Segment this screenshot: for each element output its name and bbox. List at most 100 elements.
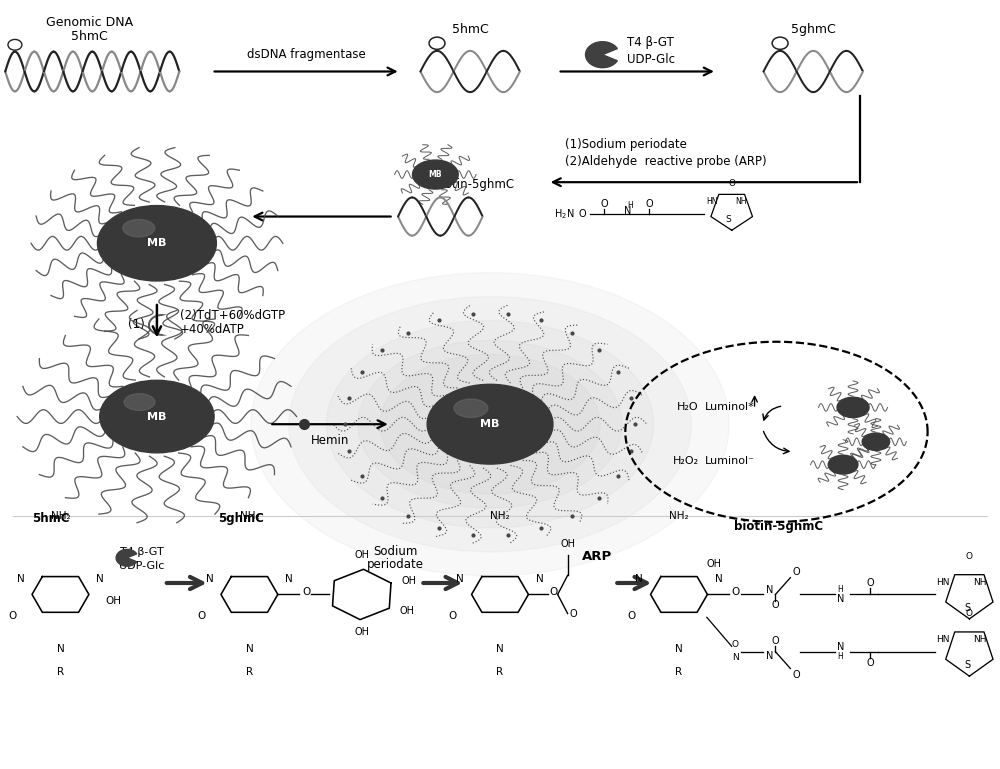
Ellipse shape (123, 219, 155, 237)
Text: NH: NH (973, 578, 987, 587)
Text: N: N (624, 206, 631, 216)
Ellipse shape (427, 384, 553, 464)
Text: NH₂: NH₂ (490, 511, 510, 521)
Text: Sodium: Sodium (373, 544, 418, 558)
Text: O: O (866, 658, 874, 668)
Ellipse shape (251, 273, 729, 576)
Text: N: N (536, 574, 544, 584)
Text: N: N (456, 574, 464, 584)
Text: N: N (496, 644, 504, 654)
Text: T4 β-GT: T4 β-GT (120, 547, 164, 557)
Text: N: N (715, 574, 723, 584)
Text: N: N (96, 574, 104, 584)
Text: O: O (792, 567, 800, 577)
Text: O: O (772, 600, 779, 610)
Text: periodate: periodate (367, 558, 424, 571)
Text: NH₂: NH₂ (51, 511, 70, 521)
Text: O: O (728, 179, 735, 188)
Text: O: O (570, 608, 577, 618)
Circle shape (8, 39, 22, 50)
Text: O: O (645, 198, 653, 208)
Text: 5ghmC: 5ghmC (219, 512, 264, 525)
Text: 5hmC: 5hmC (452, 23, 489, 36)
Text: R: R (675, 667, 683, 677)
Text: N: N (766, 585, 773, 595)
Ellipse shape (412, 160, 458, 189)
Text: 5ghmC: 5ghmC (791, 23, 836, 36)
Text: O: O (627, 611, 635, 621)
Text: O: O (198, 611, 206, 621)
Text: N: N (57, 644, 64, 654)
Text: OH: OH (354, 627, 369, 637)
Text: R: R (57, 667, 64, 677)
Text: (2)TdT+60%dGTP: (2)TdT+60%dGTP (180, 309, 285, 322)
Text: HN: HN (706, 197, 718, 206)
Text: OH: OH (560, 538, 575, 548)
Text: N: N (766, 651, 773, 661)
Text: H: H (837, 652, 843, 661)
Text: (1)Sodium periodate: (1)Sodium periodate (565, 138, 687, 151)
Text: N: N (732, 653, 738, 661)
Text: 5hmC: 5hmC (71, 30, 108, 43)
Text: H$_2$N: H$_2$N (554, 208, 575, 221)
Text: H: H (627, 201, 633, 210)
Text: N: N (837, 642, 844, 652)
Text: O: O (601, 198, 608, 208)
Text: S: S (964, 661, 970, 671)
Text: (2)Aldehyde  reactive probe (ARP): (2)Aldehyde reactive probe (ARP) (565, 155, 766, 168)
Text: O: O (966, 552, 973, 561)
Text: dsDNA fragmentase: dsDNA fragmentase (247, 48, 365, 61)
Text: OH: OH (400, 606, 415, 616)
Text: HN: HN (936, 635, 949, 644)
Text: +40%dATP: +40%dATP (180, 323, 245, 336)
Text: H: H (837, 585, 843, 594)
Ellipse shape (837, 398, 869, 418)
Text: O: O (772, 636, 779, 646)
Text: (1): (1) (128, 318, 145, 331)
Text: H₂O₂: H₂O₂ (673, 456, 699, 466)
Ellipse shape (862, 433, 890, 451)
Text: O: O (302, 588, 310, 598)
Text: S: S (726, 215, 732, 224)
Text: R: R (496, 667, 504, 677)
Text: S: S (964, 603, 970, 613)
Text: MB: MB (147, 238, 167, 248)
Text: NH: NH (973, 635, 987, 644)
Text: Luminol⁻: Luminol⁻ (705, 456, 755, 466)
Text: UDP-Glc: UDP-Glc (119, 561, 165, 571)
Text: O: O (550, 588, 558, 598)
Ellipse shape (327, 321, 654, 528)
Text: O: O (792, 670, 800, 680)
Text: N: N (675, 644, 683, 654)
Text: ARP: ARP (582, 550, 613, 563)
Text: Genomic DNA: Genomic DNA (46, 15, 133, 28)
Text: H₂O: H₂O (677, 402, 699, 412)
Text: O: O (579, 209, 586, 219)
Text: O: O (9, 611, 17, 621)
Ellipse shape (454, 399, 488, 418)
Text: MB: MB (429, 170, 442, 179)
Text: OH: OH (402, 576, 417, 586)
Ellipse shape (100, 381, 214, 453)
Text: O: O (866, 578, 874, 588)
Ellipse shape (97, 205, 216, 281)
Text: O: O (732, 640, 739, 648)
Text: biotin-5ghmC: biotin-5ghmC (435, 178, 515, 191)
Text: MB: MB (480, 419, 500, 429)
Text: N: N (17, 574, 25, 584)
Ellipse shape (358, 341, 622, 508)
Wedge shape (586, 42, 617, 68)
Text: biotin-5ghmC: biotin-5ghmC (734, 520, 823, 533)
Text: Luminol*: Luminol* (705, 402, 755, 412)
Text: N: N (206, 574, 213, 584)
Text: O: O (732, 588, 740, 598)
Text: OH: OH (105, 595, 121, 605)
Ellipse shape (380, 355, 600, 494)
Text: T4 β-GT: T4 β-GT (627, 36, 674, 49)
Text: 5hmC: 5hmC (32, 512, 69, 525)
Text: N: N (285, 574, 293, 584)
Ellipse shape (124, 394, 155, 411)
Text: HN: HN (936, 578, 949, 587)
Text: NH₂: NH₂ (240, 511, 259, 521)
Text: O: O (448, 611, 456, 621)
